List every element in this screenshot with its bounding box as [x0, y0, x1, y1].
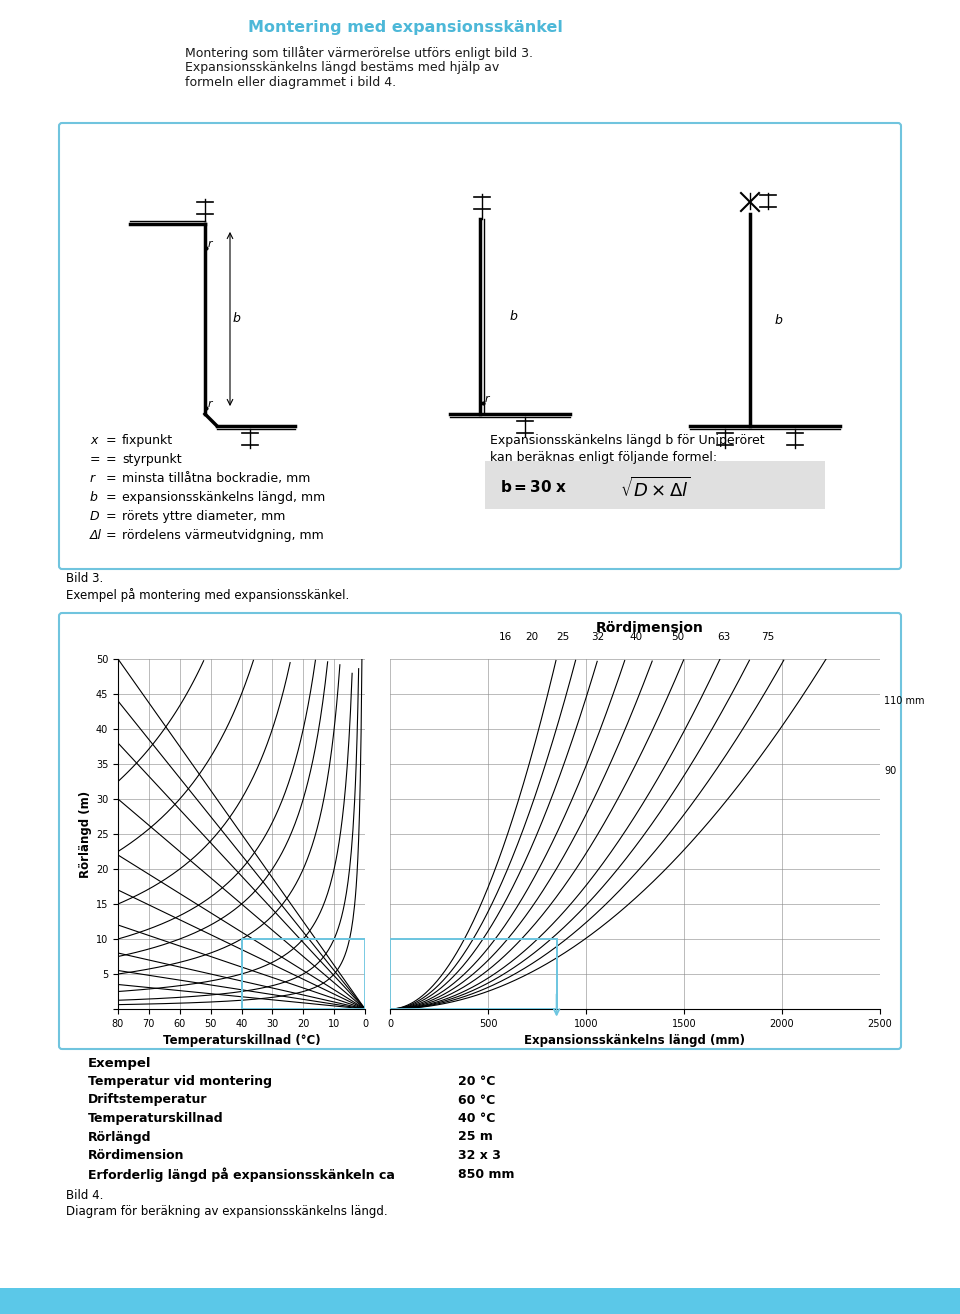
Text: expansionsskänkelns längd, mm: expansionsskänkelns längd, mm	[122, 491, 325, 505]
Text: =: =	[106, 472, 116, 485]
Text: Temperaturskillnad: Temperaturskillnad	[88, 1112, 224, 1125]
FancyBboxPatch shape	[59, 614, 901, 1049]
Text: Driftstemperatur: Driftstemperatur	[88, 1093, 207, 1106]
X-axis label: Temperaturskillnad (°C): Temperaturskillnad (°C)	[162, 1034, 321, 1047]
Text: b: b	[775, 314, 782, 326]
Text: =: =	[106, 453, 116, 466]
Text: 20 °C: 20 °C	[458, 1075, 495, 1088]
Text: Uponor Tappvatten- och Radiatorrörsystem Komposit – Handbok: Uponor Tappvatten- och Radiatorrörsystem…	[601, 1296, 935, 1306]
Bar	[485, 461, 825, 509]
Text: Exempel: Exempel	[88, 1056, 152, 1070]
Text: 25 m: 25 m	[458, 1130, 492, 1143]
Text: Rörlängd: Rörlängd	[88, 1130, 152, 1143]
Text: 75: 75	[761, 632, 775, 643]
Text: Rördimension: Rördimension	[88, 1148, 184, 1162]
Text: r: r	[208, 399, 212, 409]
Text: 90: 90	[884, 766, 897, 777]
Text: b: b	[510, 310, 517, 323]
Text: minsta tillåtna bockradie, mm: minsta tillåtna bockradie, mm	[122, 472, 310, 485]
Text: Erforderlig längd på expansionsskänkeln ca: Erforderlig längd på expansionsskänkeln …	[88, 1168, 395, 1183]
Text: Montering som tillåter värmerörelse utförs enligt bild 3.: Montering som tillåter värmerörelse utfö…	[185, 46, 533, 60]
Text: $\mathbf{b = 30\ x}$: $\mathbf{b = 30\ x}$	[500, 480, 567, 495]
FancyBboxPatch shape	[59, 124, 901, 569]
Text: Diagram för beräkning av expansionsskänkelns längd.: Diagram för beräkning av expansionsskänk…	[66, 1205, 388, 1218]
Text: Montering med expansionsskänkel: Montering med expansionsskänkel	[248, 20, 563, 35]
Text: =: =	[106, 434, 116, 447]
Text: b: b	[233, 313, 241, 326]
Text: Bild 4.: Bild 4.	[66, 1189, 104, 1202]
Text: 20: 20	[525, 632, 539, 643]
Text: styrpunkt: styrpunkt	[122, 453, 181, 466]
Text: 16: 16	[498, 632, 512, 643]
Text: 50: 50	[671, 632, 684, 643]
Bar	[242, 940, 365, 1009]
Text: r: r	[208, 239, 212, 248]
Text: 32 x 3: 32 x 3	[458, 1148, 501, 1162]
Text: 60 °C: 60 °C	[458, 1093, 495, 1106]
Text: $\sqrt{D \times \Delta l}$: $\sqrt{D \times \Delta l}$	[620, 477, 691, 501]
Text: 110 mm: 110 mm	[884, 696, 924, 706]
Text: =: =	[90, 453, 101, 466]
Text: 850 mm: 850 mm	[458, 1168, 515, 1180]
Text: Bild 3.: Bild 3.	[66, 572, 104, 585]
Text: rörets yttre diameter, mm: rörets yttre diameter, mm	[122, 510, 285, 523]
Text: =: =	[106, 510, 116, 523]
Text: =: =	[106, 491, 116, 505]
Text: 8: 8	[28, 1294, 37, 1307]
Text: 40 °C: 40 °C	[458, 1112, 495, 1125]
X-axis label: Expansionsskänkelns längd (mm): Expansionsskänkelns längd (mm)	[524, 1034, 746, 1047]
Text: Exempel på montering med expansionsskänkel.: Exempel på montering med expansionsskänk…	[66, 587, 349, 602]
Text: x: x	[90, 434, 97, 447]
Bar	[390, 940, 557, 1009]
Bar	[0, 1288, 960, 1314]
Text: r: r	[485, 394, 490, 403]
Text: 63: 63	[717, 632, 731, 643]
Text: Rördimension: Rördimension	[596, 622, 704, 635]
Text: =: =	[106, 530, 116, 541]
Text: 25: 25	[557, 632, 569, 643]
Text: Expansionsskänkelns längd bestäms med hjälp av: Expansionsskänkelns längd bestäms med hj…	[185, 60, 499, 74]
Text: b: b	[90, 491, 98, 505]
Text: r: r	[90, 472, 95, 485]
Text: D: D	[90, 510, 100, 523]
Text: formeln eller diagrammet i bild 4.: formeln eller diagrammet i bild 4.	[185, 76, 396, 89]
Text: Expansionsskänkelns längd b för Uniperöret: Expansionsskänkelns längd b för Uniperör…	[490, 434, 764, 447]
Text: 32: 32	[591, 632, 605, 643]
Text: 40: 40	[630, 632, 642, 643]
Text: Temperatur vid montering: Temperatur vid montering	[88, 1075, 272, 1088]
Text: rördelens värmeutvidgning, mm: rördelens värmeutvidgning, mm	[122, 530, 324, 541]
Text: Δl: Δl	[90, 530, 102, 541]
Text: kan beräknas enligt följande formel:: kan beräknas enligt följande formel:	[490, 451, 717, 464]
Y-axis label: Rörlängd (m): Rörlängd (m)	[79, 791, 91, 878]
Text: fixpunkt: fixpunkt	[122, 434, 173, 447]
